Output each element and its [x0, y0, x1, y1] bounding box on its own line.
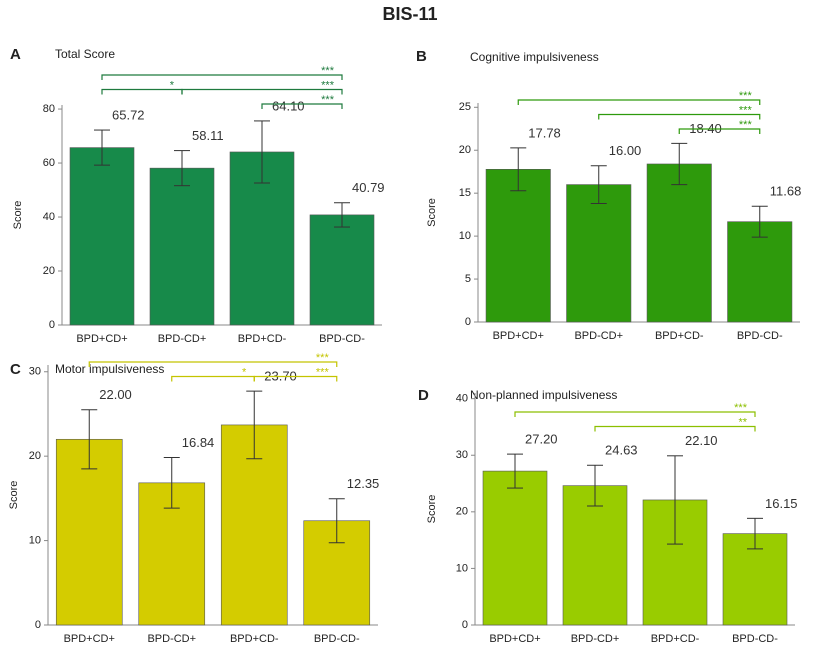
value-label: 18.40 — [689, 121, 722, 136]
y-tick-label: 10 — [456, 562, 468, 574]
significance-bracket — [88, 361, 338, 367]
value-label: 22.10 — [685, 433, 718, 448]
panel-title: Non-planned impulsiveness — [470, 388, 617, 402]
y-tick-label: 20 — [43, 265, 55, 277]
x-tick-label: BPD-CD- — [314, 633, 360, 645]
y-tick-label: 30 — [456, 449, 468, 461]
bar — [566, 184, 632, 323]
bar — [482, 470, 548, 626]
y-tick-label: 10 — [459, 230, 471, 242]
value-label: 65.72 — [112, 107, 145, 122]
significance-bracket — [594, 425, 756, 432]
x-tick-label: BPD+CD+ — [493, 330, 544, 342]
bar — [149, 167, 215, 326]
significance-label: *** — [734, 402, 748, 414]
significance-label: * — [242, 366, 247, 378]
value-label: 58.11 — [192, 128, 224, 143]
y-axis-label: Score — [12, 201, 24, 230]
value-label: 16.15 — [765, 496, 798, 511]
y-tick-label: 0 — [35, 619, 41, 631]
y-tick-label: 30 — [29, 366, 41, 378]
bar — [646, 163, 712, 323]
x-tick-label: BPD-CD- — [737, 330, 783, 342]
bar — [485, 169, 551, 323]
y-tick-label: 40 — [43, 211, 55, 223]
panel-label: D — [418, 387, 429, 404]
significance-label: ** — [738, 416, 747, 428]
x-tick-label: BPD+CD- — [230, 633, 279, 645]
significance-bracket — [517, 99, 761, 105]
significance-label: *** — [739, 90, 753, 102]
y-tick-label: 15 — [459, 187, 471, 199]
value-label: 16.84 — [182, 435, 215, 450]
x-tick-label: BPD+CD- — [238, 333, 287, 345]
value-label: 27.20 — [525, 432, 558, 447]
x-tick-label: BPD-CD+ — [571, 633, 620, 645]
y-tick-label: 5 — [465, 273, 471, 285]
panel-title: Cognitive impulsiveness — [470, 50, 599, 64]
panel-title: Motor impulsiveness — [55, 362, 164, 376]
y-tick-label: 10 — [29, 534, 41, 546]
y-tick-label: 80 — [43, 103, 55, 115]
x-tick-label: BPD+CD+ — [64, 633, 115, 645]
y-axis-label: Score — [426, 495, 438, 524]
figure-title: BIS-11 — [382, 4, 437, 24]
y-tick-label: 20 — [456, 506, 468, 518]
bar — [55, 438, 123, 626]
value-label: 11.68 — [770, 184, 802, 199]
bar — [309, 214, 375, 326]
y-tick-label: 0 — [465, 316, 471, 328]
value-label: 22.00 — [99, 387, 132, 402]
y-tick-label: 40 — [456, 393, 468, 405]
x-tick-label: BPD+CD- — [655, 330, 704, 342]
x-tick-label: BPD+CD- — [651, 633, 700, 645]
value-label: 40.79 — [352, 180, 385, 195]
panel-label: B — [416, 48, 427, 65]
significance-bracket — [253, 375, 338, 382]
significance-label: *** — [316, 366, 330, 378]
y-axis-label: Score — [426, 198, 438, 227]
panel-label: A — [10, 46, 21, 63]
bar — [69, 147, 135, 326]
significance-bracket — [101, 74, 343, 80]
x-tick-label: BPD-CD- — [319, 333, 365, 345]
significance-label: *** — [321, 79, 335, 91]
x-tick-label: BPD-CD+ — [158, 333, 207, 345]
bar — [727, 221, 793, 323]
x-tick-label: BPD+CD+ — [76, 333, 127, 345]
y-axis-label: Score — [8, 481, 20, 510]
significance-label: *** — [739, 119, 753, 131]
value-label: 12.35 — [347, 476, 380, 491]
significance-bracket — [514, 411, 756, 417]
y-tick-label: 0 — [462, 619, 468, 631]
panel-label: C — [10, 361, 21, 378]
y-tick-label: 25 — [459, 101, 471, 113]
significance-bracket — [598, 113, 761, 120]
significance-bracket — [181, 88, 343, 95]
significance-label: *** — [321, 94, 335, 106]
y-tick-label: 20 — [459, 144, 471, 156]
significance-label: *** — [739, 104, 753, 116]
bar — [562, 485, 628, 626]
value-label: 16.00 — [609, 143, 642, 158]
significance-bracket — [261, 103, 343, 109]
significance-label: *** — [316, 352, 330, 364]
value-label: 17.78 — [528, 125, 561, 140]
significance-label: * — [170, 79, 175, 91]
x-tick-label: BPD-CD+ — [147, 633, 196, 645]
significance-label: *** — [321, 65, 335, 77]
x-tick-label: BPD-CD+ — [574, 330, 623, 342]
y-tick-label: 60 — [43, 157, 55, 169]
value-label: 64.10 — [272, 98, 305, 113]
x-tick-label: BPD+CD+ — [489, 633, 540, 645]
significance-bracket — [678, 128, 761, 134]
value-label: 24.63 — [605, 443, 638, 458]
y-tick-label: 0 — [49, 319, 55, 331]
x-tick-label: BPD-CD- — [732, 633, 778, 645]
panel-title: Total Score — [55, 47, 115, 61]
y-tick-label: 20 — [29, 450, 41, 462]
